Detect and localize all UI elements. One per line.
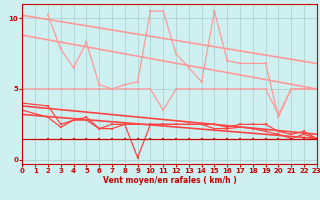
X-axis label: Vent moyen/en rafales ( km/h ): Vent moyen/en rafales ( km/h ) bbox=[103, 176, 236, 185]
